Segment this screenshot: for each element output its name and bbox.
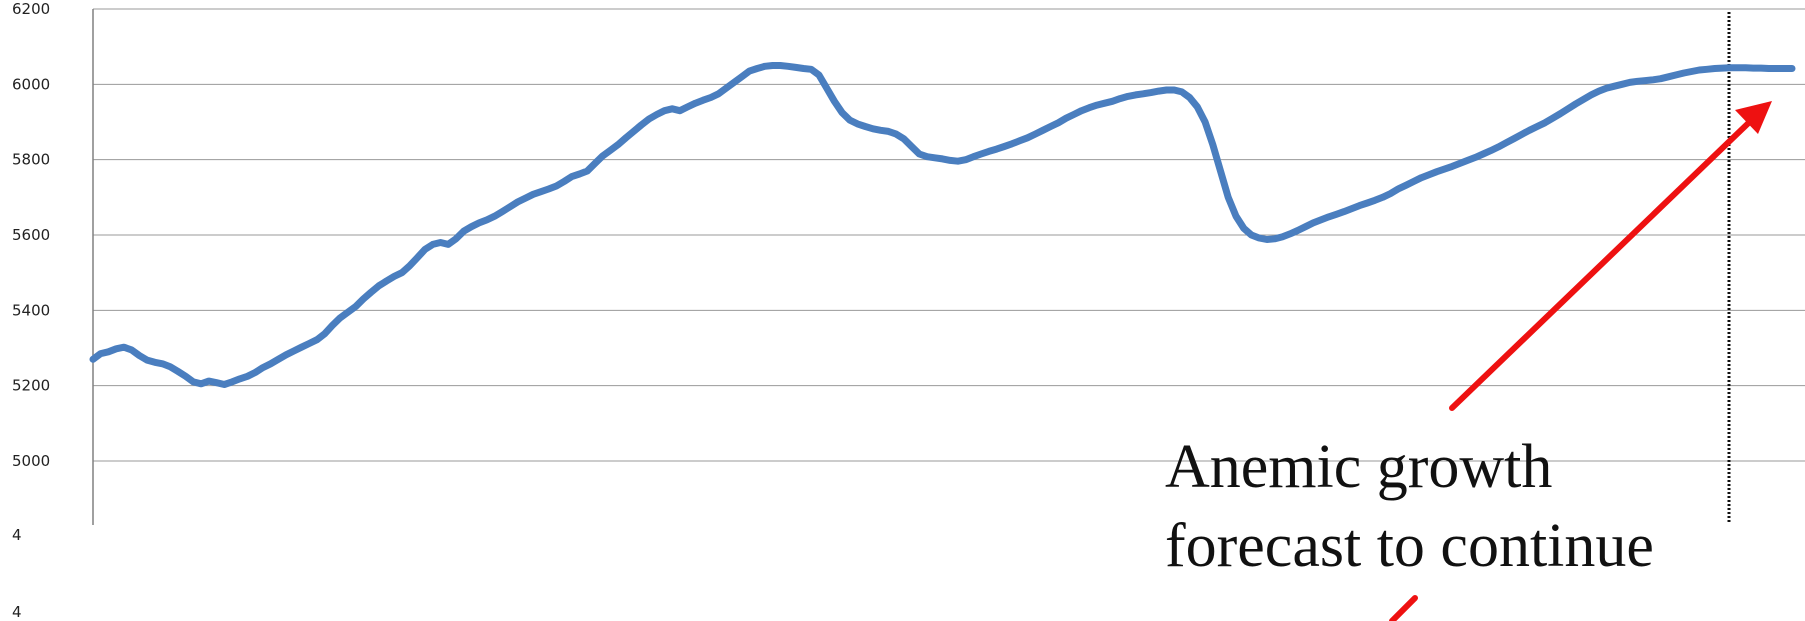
arrow-head [1735, 101, 1772, 134]
arrow-tail-fragment [1389, 595, 1418, 621]
gridlines [93, 8, 1805, 462]
annotation-line-1: Anemic growth [1165, 433, 1552, 501]
y-tick-label: 5600 [12, 226, 50, 244]
trend-arrow [1449, 101, 1772, 411]
y-axis-tick-labels: 5000 5200 5400 5600 5800 6000 6200 [12, 0, 50, 470]
extra-tick-label-1: 4 [12, 526, 22, 544]
arrow-shaft [1449, 107, 1765, 411]
y-tick-label: 6200 [12, 0, 50, 18]
annotation-line-2: forecast to continue [1165, 512, 1654, 580]
y-tick-label: 5000 [12, 452, 50, 470]
series-line [89, 62, 1796, 388]
y-tick-label: 5200 [12, 377, 50, 395]
extra-tick-label-2: 4 [12, 603, 22, 621]
y-tick-label: 5400 [12, 301, 50, 319]
y-tick-label: 6000 [12, 75, 50, 93]
y-tick-label: 5800 [12, 151, 50, 169]
